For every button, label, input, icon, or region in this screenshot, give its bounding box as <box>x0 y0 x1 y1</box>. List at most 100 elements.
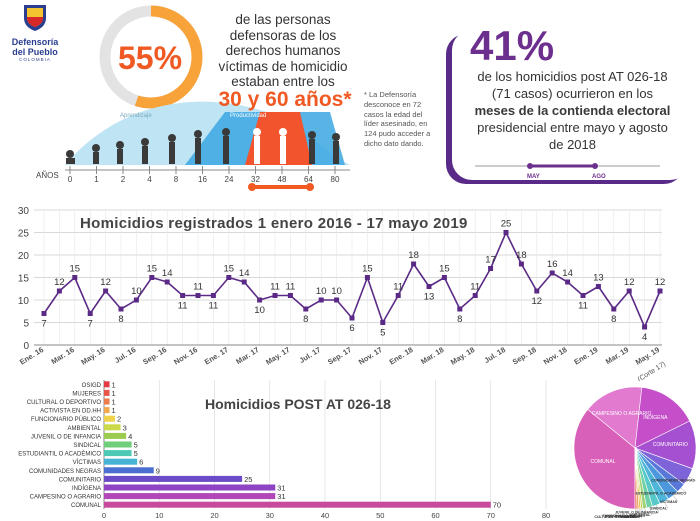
post-at-bar <box>104 467 154 474</box>
pie-label-external: SINDICAL <box>650 507 668 511</box>
homicides-point <box>364 275 370 280</box>
bar-value-label: 3 <box>123 423 127 432</box>
line-x-tick-label: Sep. 18 <box>511 345 538 367</box>
post-at-bar <box>104 458 138 465</box>
age-footnote: * La Defensoría desconoce en 72 casos la… <box>364 90 431 148</box>
pie-label-external: FUNCIONARIO PÚBLICO <box>603 513 646 518</box>
homicides-data-label: 18 <box>408 250 419 261</box>
homicides-point <box>210 293 216 298</box>
line-x-tick-label: May. 17 <box>264 345 291 367</box>
post-at-bar <box>104 441 132 448</box>
bar-x-tick-label: 80 <box>542 511 550 520</box>
post-at-bar <box>104 381 110 388</box>
pie-leader-line <box>641 508 643 517</box>
homicides-data-label: 11 <box>578 301 588 312</box>
pie-label-external: COMUNIDADES NEGRAS <box>651 479 695 483</box>
line-x-tick-label: Ene. 19 <box>572 345 599 367</box>
bar-value-label: 25 <box>244 475 252 484</box>
homicides-point <box>565 279 571 285</box>
bar-category-label: JUVENIL O DE INFANCIA <box>31 434 101 440</box>
homicides-point <box>87 311 93 316</box>
age-tick-label: 64 <box>304 175 313 184</box>
homicides-point <box>72 275 78 280</box>
bar-x-tick-label: 40 <box>321 511 329 520</box>
pie-label-internal: INDÍGENA <box>643 414 668 421</box>
electoral-percent: 41% <box>470 22 555 69</box>
line-x-tick-label: Ene. 18 <box>388 345 415 367</box>
pie-label-internal: COMUNITARIO <box>653 442 688 448</box>
bar-category-label: OSIGD <box>82 383 102 389</box>
line-y-tick-label: 0 <box>23 341 29 352</box>
percent-donut-arc <box>99 5 203 109</box>
homicides-point <box>318 297 324 303</box>
homicides-data-label: 11 <box>208 301 218 312</box>
logo-subtitle: COLOMBIA <box>19 57 51 62</box>
electoral-text-bold: meses de la contienda electoral <box>474 103 671 118</box>
homicides-data-label: 14 <box>239 268 250 279</box>
bar-value-label: 2 <box>117 415 121 424</box>
homicides-point <box>611 306 617 312</box>
homicides-point <box>426 284 432 289</box>
line-y-tick-label: 30 <box>18 206 30 217</box>
line-x-tick-label: Mar. 18 <box>419 345 445 366</box>
line-x-tick-label: Sep. 17 <box>326 345 353 367</box>
homicides-data-label: 10 <box>316 286 327 297</box>
homicides-point <box>303 306 309 312</box>
pie-label-external: JUVENIL O DE INFANCIA <box>615 511 658 515</box>
homicides-point <box>457 306 463 312</box>
pie-label-external: OSIGD <box>624 515 636 519</box>
line-x-tick-label: Ene. 16 <box>18 345 45 367</box>
homicides-point <box>149 275 155 280</box>
line-y-tick-label: 15 <box>18 274 30 285</box>
defensoria-logo: Defensoría del Pueblo COLOMBIA <box>2 2 68 72</box>
homicides-data-label: 11 <box>270 282 280 293</box>
bar-value-label: 31 <box>277 492 285 501</box>
homicides-point <box>241 279 247 285</box>
bar-category-label: ACTIVISTA EN DD.HH <box>40 409 101 415</box>
line-x-tick-label: Sep. 16 <box>141 345 168 367</box>
homicides-data-label: 15 <box>362 264 373 275</box>
pie-label-external: ACTIVISTA EN DD.HH <box>605 515 642 519</box>
line-chart-title: Homicidios registrados 1 enero 2016 - 17… <box>80 215 468 232</box>
homicides-point <box>395 293 401 298</box>
homicides-data-label: 4 <box>642 332 647 343</box>
shield-logo-icon <box>24 5 46 31</box>
bar-category-label: COMUNITARIO <box>59 477 102 483</box>
stage-label-productivity: Productividad <box>230 113 266 119</box>
pie-leader-line <box>680 487 688 494</box>
pie-slice <box>573 408 636 510</box>
line-x-tick-label: May. 16 <box>79 345 106 367</box>
bar-value-label: 5 <box>134 449 138 458</box>
homicides-point <box>441 275 447 280</box>
age-tick-label: 4 <box>147 175 152 184</box>
age-figures <box>66 128 340 164</box>
age-statement: de las personas defensoras de los derech… <box>218 12 348 89</box>
bar-value-label: 4 <box>128 432 132 441</box>
homicides-point <box>257 297 263 303</box>
pie-leader-line <box>639 508 641 517</box>
homicides-point <box>549 270 555 276</box>
homicides-data-label: 8 <box>611 314 616 325</box>
line-x-tick-label: Mar. 17 <box>234 345 260 366</box>
bar-category-label: ESTUDIANTIL O ACADÉMICO <box>18 451 101 458</box>
pie-label-external: MUJERES <box>620 515 638 519</box>
bar-category-label: FUNCIONARIO PÚBLICO <box>31 416 101 423</box>
homicides-line-chart: 0 5 10 15 20 25 30 7 12 15 7 12 8 10 15 14 11 11 11 15 14 10 1… <box>18 206 667 381</box>
bar-category-label: SINDICAL <box>73 443 101 449</box>
bar-x-tick-label: 70 <box>487 511 495 520</box>
bar-x-tick-label: 20 <box>210 511 218 520</box>
bar-value-label: 70 <box>493 501 501 510</box>
homicides-data-label: 11 <box>193 282 203 293</box>
homicides-point <box>411 261 417 267</box>
post-at-bar <box>104 493 276 500</box>
line-x-tick-label: Nov. 16 <box>172 345 199 366</box>
homicides-data-label: 8 <box>303 314 308 325</box>
slider-label-aug: AGO <box>592 174 606 180</box>
bar-value-label: 1 <box>112 389 116 398</box>
age-infographic: Aprendizaje Productividad 0 1 2 4 8 16 24 32 48 6… <box>65 5 350 191</box>
bar-category-label: VÍCTIMAS <box>73 459 101 466</box>
post-at-bar <box>104 407 110 414</box>
pie-label-external: CULTURAL O DEPORTIVO <box>594 515 639 519</box>
pie-label-external: VÍCTIMAS <box>660 499 678 504</box>
